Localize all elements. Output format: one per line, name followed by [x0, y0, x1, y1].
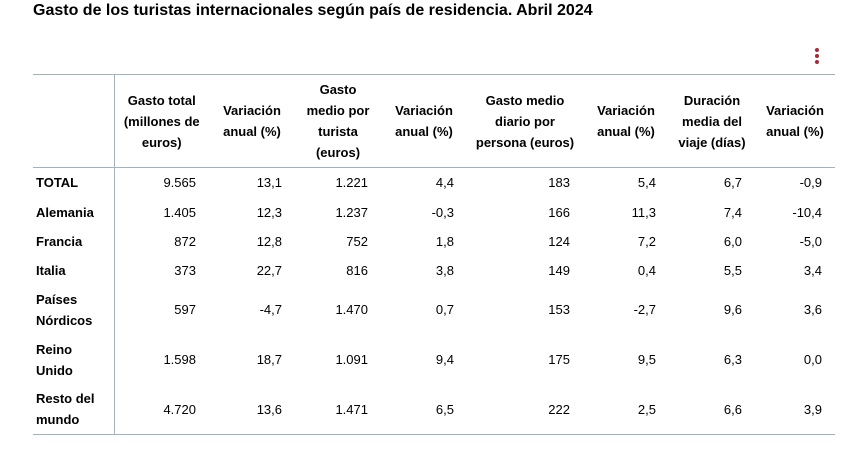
row-label: Italia [33, 255, 115, 285]
table-cell: -2,7 [633, 302, 656, 317]
table-cell: 0,0 [803, 352, 822, 367]
table-cell: -10,4 [792, 204, 822, 220]
menu-dot [815, 54, 819, 58]
column-header: Gasto medio diario por persona (euros) [467, 74, 583, 168]
table-row: Resto del mundo 4.720 13,6 1.471 6,5 222… [33, 384, 835, 435]
table-row: Alemania 1.405 12,3 1.237 -0,3 166 11,3 … [33, 197, 835, 227]
table-cell: 1.470 [335, 302, 368, 317]
table-cell: 5,4 [637, 175, 656, 191]
table-cell: 0,4 [637, 262, 656, 278]
table-cell: -5,0 [799, 233, 822, 249]
table-cell: 1.091 [335, 352, 368, 367]
table-cell: 752 [346, 233, 368, 249]
table-row: TOTAL 9.565 13,1 1.221 4,4 183 5,4 6,7 -… [33, 167, 835, 198]
table-cell: -4,7 [259, 302, 282, 317]
table-cell: 872 [174, 233, 196, 249]
table-cell: 9,6 [723, 302, 742, 317]
table-cell: 1.598 [163, 352, 196, 367]
row-label: Países Nórdicos [33, 284, 115, 335]
table-cell: 373 [174, 262, 196, 278]
table-cell: 13,6 [209, 384, 295, 435]
table-cell: 18,7 [256, 352, 282, 367]
table-cell: 7,4 [723, 204, 742, 220]
table-cell: 12,8 [256, 233, 282, 249]
table-cell: -0,9 [799, 175, 822, 191]
table-cell: 6,6 [669, 384, 755, 435]
table-cell: 6,7 [723, 175, 742, 191]
table-cell: 1.237 [335, 204, 368, 220]
table-cell: 2,5 [583, 384, 669, 435]
table-row: Países Nórdicos 597 -4,7 1.470 0,7 153 -… [33, 284, 835, 335]
table-cell: 9,4 [435, 352, 454, 367]
table-row: Reino Unido 1.598 18,7 1.091 9,4 175 9,5… [33, 334, 835, 385]
table-cell: 153 [548, 302, 570, 317]
page-title: Gasto de los turistas internacionales se… [33, 2, 593, 19]
table-cell: 4,4 [435, 175, 454, 191]
column-header: Gasto medio por turista (euros) [295, 74, 381, 168]
data-table: Gasto total (millones de euros) Variació… [33, 74, 835, 435]
column-header: Variación anual (%) [381, 74, 467, 168]
table-cell: 5,5 [723, 262, 742, 278]
table-cell: 166 [548, 204, 570, 220]
column-header: Variación anual (%) [755, 74, 835, 168]
table-cell: -0,3 [431, 204, 454, 220]
table-row: Italia 373 22,7 816 3,8 149 0,4 5,5 3,4 [33, 255, 835, 285]
table-cell: 6,3 [723, 352, 742, 367]
table-cell: 4.720 [114, 384, 209, 435]
table-cell: 222 [467, 384, 583, 435]
column-header: Duración media del viaje (días) [669, 74, 755, 168]
table-cell: 1,8 [435, 233, 454, 249]
table-cell: 9.565 [163, 175, 196, 191]
table-cell: 175 [548, 352, 570, 367]
row-label: Francia [33, 226, 115, 256]
table-cell: 183 [548, 175, 570, 191]
menu-dot [815, 60, 819, 64]
table-row: Francia 872 12,8 752 1,8 124 7,2 6,0 -5,… [33, 226, 835, 256]
table-cell: 1.405 [163, 204, 196, 220]
menu-dot [815, 48, 819, 52]
table-cell: 124 [548, 233, 570, 249]
table-cell: 13,1 [256, 175, 282, 191]
table-cell: 12,3 [256, 204, 282, 220]
table-cell: 597 [174, 302, 196, 317]
row-label: TOTAL [33, 167, 115, 198]
table-cell: 6,0 [723, 233, 742, 249]
row-label: Reino Unido [33, 334, 115, 385]
table-cell: 3,9 [755, 384, 835, 435]
table-cell: 3,6 [803, 302, 822, 317]
table-cell: 22,7 [256, 262, 282, 278]
table-cell: 816 [346, 262, 368, 278]
table-cell: 3,8 [435, 262, 454, 278]
table-cell: 1.471 [295, 384, 381, 435]
table-cell: 11,3 [631, 204, 656, 220]
table-cell: 3,4 [803, 262, 822, 278]
table-cell: 1.221 [335, 175, 368, 191]
table-cell: 9,5 [637, 352, 656, 367]
column-header: Gasto total (millones de euros) [114, 74, 209, 168]
table-header-row: Gasto total (millones de euros) Variació… [33, 74, 835, 168]
column-header: Variación anual (%) [209, 74, 295, 168]
table-cell: 7,2 [637, 233, 656, 249]
row-label: Resto del mundo [33, 384, 115, 435]
table-cell: 0,7 [435, 302, 454, 317]
kebab-menu-icon[interactable] [812, 46, 822, 66]
table-cell: 149 [548, 262, 570, 278]
column-header: Variación anual (%) [583, 74, 669, 168]
column-header-row-label [33, 74, 115, 168]
row-label: Alemania [33, 197, 115, 227]
table-cell: 6,5 [381, 384, 467, 435]
